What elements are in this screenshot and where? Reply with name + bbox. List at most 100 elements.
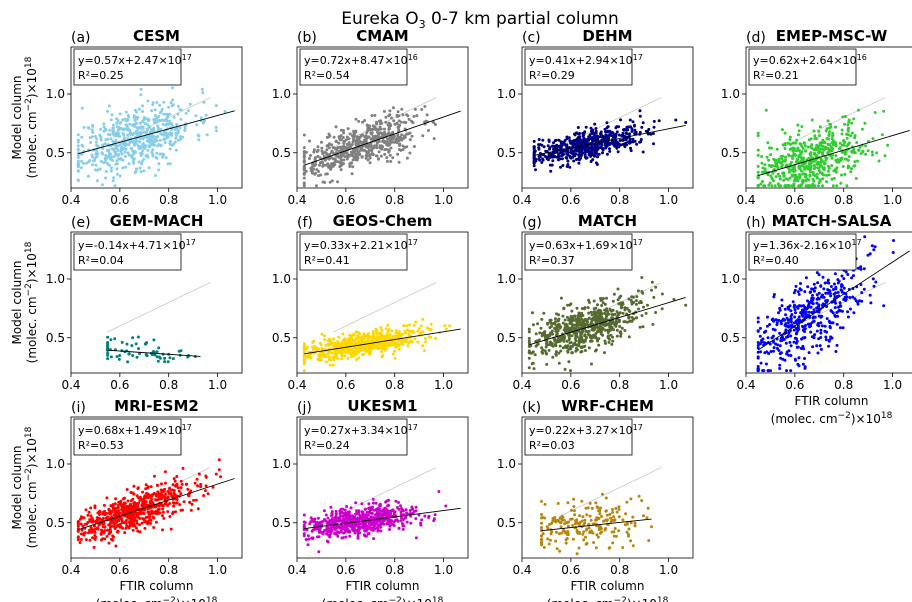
data-point [820, 295, 823, 299]
data-point [302, 184, 306, 188]
r-squared: R²=0.25 [78, 69, 124, 82]
data-point [107, 132, 110, 136]
data-point [124, 519, 128, 522]
data-point [834, 154, 838, 158]
data-point [124, 110, 128, 114]
data-point [815, 344, 819, 348]
data-point [585, 156, 589, 160]
data-point [573, 132, 577, 136]
data-point [846, 158, 850, 162]
data-point [756, 170, 760, 174]
data-point [96, 518, 100, 522]
x-axis-label: FTIR column [795, 394, 869, 408]
data-point [377, 157, 381, 161]
data-point [550, 163, 554, 167]
data-point [376, 335, 380, 339]
data-point [115, 355, 119, 359]
data-point [109, 155, 113, 159]
data-point [547, 348, 551, 352]
data-point [389, 140, 393, 144]
data-point [123, 154, 127, 158]
data-point [140, 521, 144, 525]
x-tick-label: 0.8 [834, 193, 853, 207]
data-point [535, 343, 539, 347]
data-point [560, 143, 564, 147]
data-point [325, 144, 329, 148]
data-point [573, 331, 577, 335]
data-point [416, 329, 420, 333]
data-point [846, 273, 850, 276]
scatter-points [76, 458, 223, 549]
data-point [573, 314, 577, 318]
data-point [142, 169, 146, 173]
data-point [89, 506, 93, 510]
data-point [176, 112, 180, 116]
data-point [405, 156, 409, 160]
data-point [164, 123, 168, 127]
data-point [397, 347, 401, 351]
data-point [106, 109, 109, 113]
data-point [800, 169, 803, 173]
data-point [178, 108, 182, 112]
data-point [587, 149, 590, 153]
data-point [599, 298, 603, 302]
data-point [162, 138, 166, 142]
data-point [565, 346, 569, 350]
data-point [355, 358, 358, 362]
data-point [792, 173, 795, 177]
data-point [565, 135, 569, 139]
data-point [766, 336, 770, 340]
data-point [589, 320, 593, 324]
data-point [367, 143, 371, 147]
r-squared: R²=0.04 [78, 254, 124, 267]
data-point [357, 141, 361, 145]
data-point [146, 123, 150, 127]
data-point [178, 126, 182, 130]
data-point [165, 119, 169, 123]
scatter-points [302, 105, 437, 188]
data-point [795, 345, 799, 349]
data-point [612, 141, 616, 145]
data-point [103, 127, 107, 131]
data-point [316, 145, 320, 149]
data-point [139, 495, 142, 499]
data-point [587, 316, 591, 320]
data-point [127, 526, 131, 530]
data-point [311, 340, 315, 344]
data-point [302, 155, 306, 159]
data-point [862, 287, 866, 291]
data-point [872, 248, 876, 252]
data-point [603, 351, 606, 355]
scatter-points [756, 108, 890, 188]
data-point [532, 145, 536, 149]
data-point [99, 127, 103, 131]
data-point [177, 489, 181, 493]
data-point [302, 369, 306, 373]
data-point [820, 324, 824, 328]
data-point [606, 334, 610, 338]
data-point [317, 353, 321, 357]
data-point [78, 541, 82, 544]
data-point [557, 138, 561, 142]
data-point [813, 159, 817, 163]
data-point [809, 145, 813, 149]
data-point [618, 325, 622, 328]
data-point [590, 137, 593, 141]
data-point [387, 328, 391, 332]
data-point [90, 530, 94, 534]
data-point [87, 160, 91, 164]
data-point [138, 530, 142, 534]
data-point [302, 358, 306, 362]
data-point [101, 152, 105, 156]
data-point [642, 305, 645, 309]
data-point [170, 104, 174, 108]
data-point [650, 288, 653, 292]
data-point [205, 133, 209, 137]
data-point [172, 489, 176, 492]
data-point [830, 177, 834, 181]
data-point [828, 321, 832, 325]
data-point [840, 173, 843, 177]
data-point [351, 140, 355, 144]
data-point [791, 146, 795, 150]
data-point [784, 328, 788, 332]
